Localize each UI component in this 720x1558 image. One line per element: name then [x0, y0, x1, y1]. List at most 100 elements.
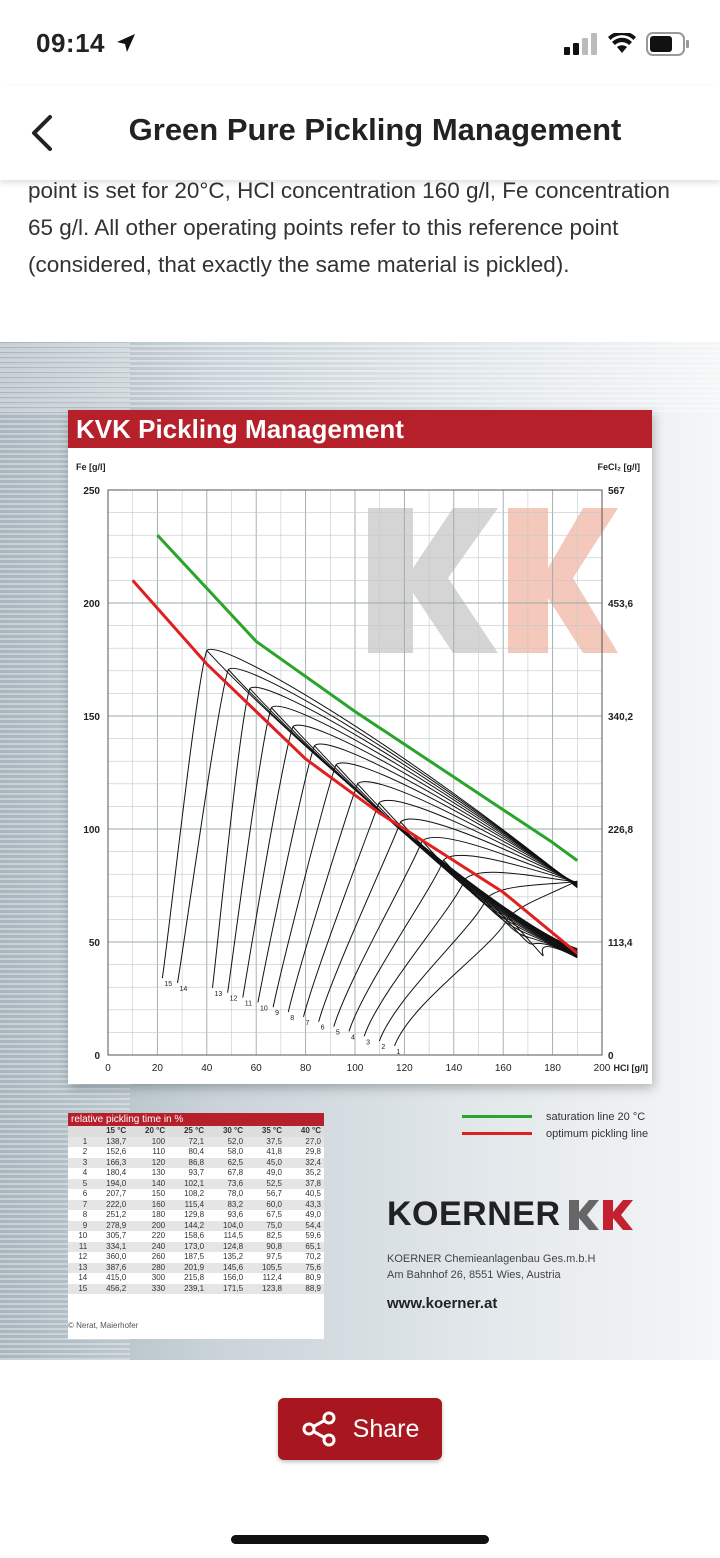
table-cell: 12 [78, 1252, 88, 1261]
pickling-curve [242, 724, 578, 998]
table-row: 13 387,6 280 201,9 145,6 105,5 75,6 [68, 1262, 324, 1273]
x-tick-label: 20 [152, 1063, 164, 1074]
pickling-curve-lower [378, 802, 578, 955]
table-cell: 156,0 [223, 1273, 244, 1282]
y-tick-label-right: 567 [608, 486, 625, 497]
x-tick-label: 200 [594, 1063, 611, 1074]
table-cell: 124,8 [207, 1241, 247, 1252]
table-row: 9 278,9 200 144,2 104,0 75,0 54,4 [68, 1220, 324, 1231]
table-cell: 40,5 [305, 1189, 321, 1198]
table-cell: 150 [151, 1189, 166, 1198]
table-cell: 59,6 [305, 1231, 321, 1240]
wifi-icon [608, 33, 636, 53]
pickling-curve [394, 880, 578, 1047]
pickling-curve-lower [206, 650, 578, 950]
table-cell: 300 [151, 1273, 166, 1282]
x-tick-label: 140 [445, 1063, 462, 1074]
table-cell: 171,5 [207, 1283, 247, 1294]
table-header-cell: 15 °C [90, 1126, 130, 1137]
table-cell: 120 [129, 1157, 169, 1168]
table-cell: 90,8 [246, 1241, 285, 1252]
pickling-curve [378, 880, 578, 1042]
table-row: 4 180,4 130 93,7 67,8 49,0 35,2 [68, 1168, 324, 1179]
table-cell: 334,1 [90, 1241, 130, 1252]
table-cell: 67,5 [266, 1210, 282, 1219]
table-cell: 80,4 [188, 1147, 205, 1156]
table-row: 15 456,2 330 239,1 171,5 123,8 88,9 [68, 1283, 324, 1294]
image-credit: © Nerat, Maierhofer [68, 1321, 139, 1330]
curve-label: 7 [305, 1020, 309, 1027]
pickling-time-table: relative pickling time in % 15 °C 20 °C 25… [68, 1113, 324, 1339]
share-button[interactable]: Share [278, 1398, 442, 1460]
y-tick-label-right: 113,4 [608, 938, 633, 949]
pickling-curve [177, 667, 578, 984]
page-title: Green Pure Pickling Management [128, 112, 622, 147]
table-header-cell: 25 °C [168, 1126, 208, 1137]
table-cell: 52,0 [207, 1136, 247, 1147]
table-cell: 145,6 [207, 1262, 247, 1273]
home-indicator[interactable] [231, 1535, 489, 1544]
legend-swatch-red [462, 1132, 532, 1135]
table-cell: 158,6 [184, 1231, 205, 1240]
status-time: 09:14 [36, 28, 137, 59]
table-header-cell: 20 °C [129, 1126, 169, 1137]
back-button[interactable] [22, 108, 62, 158]
pickling-curve [257, 743, 578, 1003]
chart-title: KVK Pickling Management [76, 414, 404, 444]
y-tick-label-right: 0 [608, 1051, 614, 1062]
navigation-bar: Green Pure Pickling Management [0, 86, 720, 180]
chart-grid [107, 489, 603, 1056]
table-cell: 130 [151, 1168, 166, 1177]
body-paragraph: point is set for 20°C, HCl concentration… [28, 178, 670, 277]
table-title: relative pickling time in % [68, 1113, 324, 1126]
curve-label: 12 [230, 996, 238, 1003]
y-tick-label-left: 200 [83, 599, 100, 610]
table-cell: 8 [82, 1210, 88, 1219]
curve-label: 5 [336, 1030, 340, 1037]
table-header-cell: 30 °C [207, 1126, 247, 1137]
table-cell: 37,8 [285, 1178, 324, 1189]
table-cell: 3 [68, 1157, 91, 1168]
y-tick-label-left: 50 [89, 938, 101, 949]
table-cell: 114,5 [223, 1231, 244, 1240]
table-cell: 200 [129, 1220, 169, 1231]
table-cell: 1 [68, 1136, 91, 1147]
table-row: 1 138,7 100 72,1 52,0 37,5 27,0 [68, 1136, 324, 1147]
plot-frame [107, 489, 603, 1056]
table-cell: 173,0 [168, 1241, 208, 1252]
chart-series [131, 534, 579, 955]
table-cell: 201,9 [168, 1262, 208, 1273]
table-cell: 67,8 [227, 1168, 244, 1177]
legend-swatch-green [462, 1115, 532, 1118]
table-cell: 415,0 [106, 1273, 127, 1282]
table-cell: 75,0 [246, 1220, 285, 1231]
table-cell: 100 [129, 1136, 169, 1147]
location-arrow-icon [116, 34, 135, 52]
table-cell: 251,2 [106, 1210, 127, 1219]
table-cell: 135,2 [223, 1252, 244, 1261]
table-cell: 387,6 [90, 1262, 130, 1273]
table-cell: 14 [78, 1273, 88, 1282]
pickling-curve [272, 762, 578, 1008]
curve-label: 10 [260, 1005, 268, 1012]
brand-website: www.koerner.at [387, 1295, 498, 1312]
table-cell: 123,8 [246, 1283, 285, 1294]
x-tick-label: 80 [300, 1063, 312, 1074]
brand-address: KOERNER Chemieanlagenbau Ges.m.b.H Am Ba… [387, 1253, 596, 1281]
table-cell: 110 [152, 1147, 166, 1156]
table-cell: 93,6 [227, 1210, 244, 1219]
table-cell: 280 [129, 1262, 169, 1273]
table-cell: 187,5 [184, 1252, 205, 1261]
curve-label: 9 [275, 1010, 279, 1017]
table-cell: 222,0 [90, 1199, 130, 1210]
table-cell: 278,9 [90, 1220, 130, 1231]
table-cell: 108,2 [184, 1189, 205, 1198]
table-cell: 65,1 [285, 1241, 324, 1252]
series-line [131, 579, 579, 955]
data-table: 15 °C 20 °C 25 °C 30 °C 35 °C 40 °C 1 138,7 100… [68, 1126, 324, 1294]
pickling-curve-lower [486, 897, 578, 958]
table-cell: 70,2 [305, 1252, 321, 1261]
table-cell: 11 [68, 1241, 91, 1252]
curve-label: 2 [381, 1044, 385, 1051]
table-cell: 105,5 [246, 1262, 285, 1273]
